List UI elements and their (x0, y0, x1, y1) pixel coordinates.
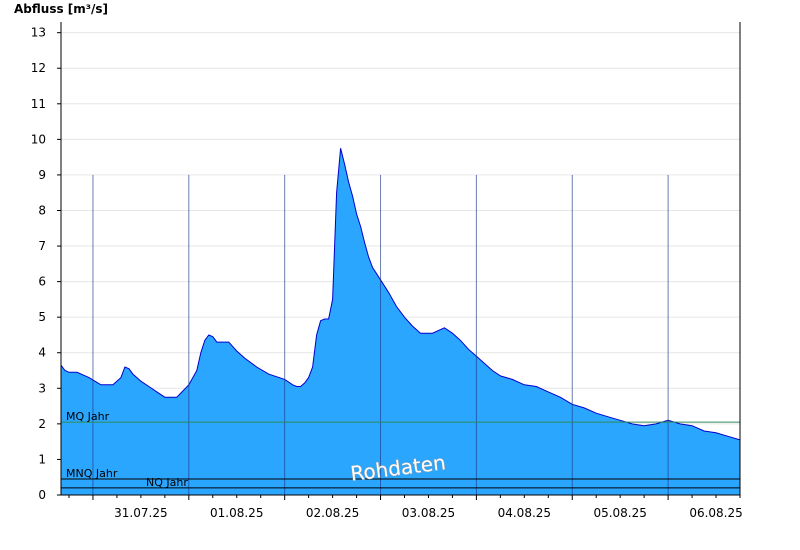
y-tick-label: 12 (31, 61, 46, 75)
x-tick-label: 01.08.25 (210, 506, 263, 520)
x-tick-label: 04.08.25 (498, 506, 551, 520)
y-tick-label: 3 (38, 381, 46, 395)
x-tick-label: 03.08.25 (402, 506, 455, 520)
y-tick-label: 4 (38, 346, 46, 360)
y-tick-label: 0 (38, 488, 46, 502)
x-tick-label: 05.08.25 (593, 506, 646, 520)
day-lines (92, 174, 669, 495)
x-tick-label: 31.07.25 (114, 506, 167, 520)
y-tick-label: 9 (38, 168, 46, 182)
x-tick-label: 06.08.25 (689, 506, 742, 520)
y-tick-label: 5 (38, 310, 46, 324)
y-tick-label: 11 (31, 97, 46, 111)
y-tick-label: 1 (38, 452, 46, 466)
y-tick-label: 2 (38, 417, 46, 431)
reference-line-label: MNQ Jahr (66, 467, 118, 480)
reference-line-label: MQ Jahr (66, 410, 110, 423)
x-tick-label: 02.08.25 (306, 506, 359, 520)
y-tick-label: 13 (31, 26, 46, 40)
y-tick-label: 8 (38, 203, 46, 217)
reference-lines: MQ Jahr MNQ Jahr NQ Jahr (61, 410, 740, 489)
y-tick-label: 10 (31, 132, 46, 146)
reference-line-label: NQ Jahr (146, 476, 188, 489)
y-tick-label: 7 (38, 239, 46, 253)
y-tick-label: 6 (38, 275, 46, 289)
y-axis-title: Abfluss [m³/s] (14, 2, 108, 16)
discharge-area (61, 148, 740, 496)
